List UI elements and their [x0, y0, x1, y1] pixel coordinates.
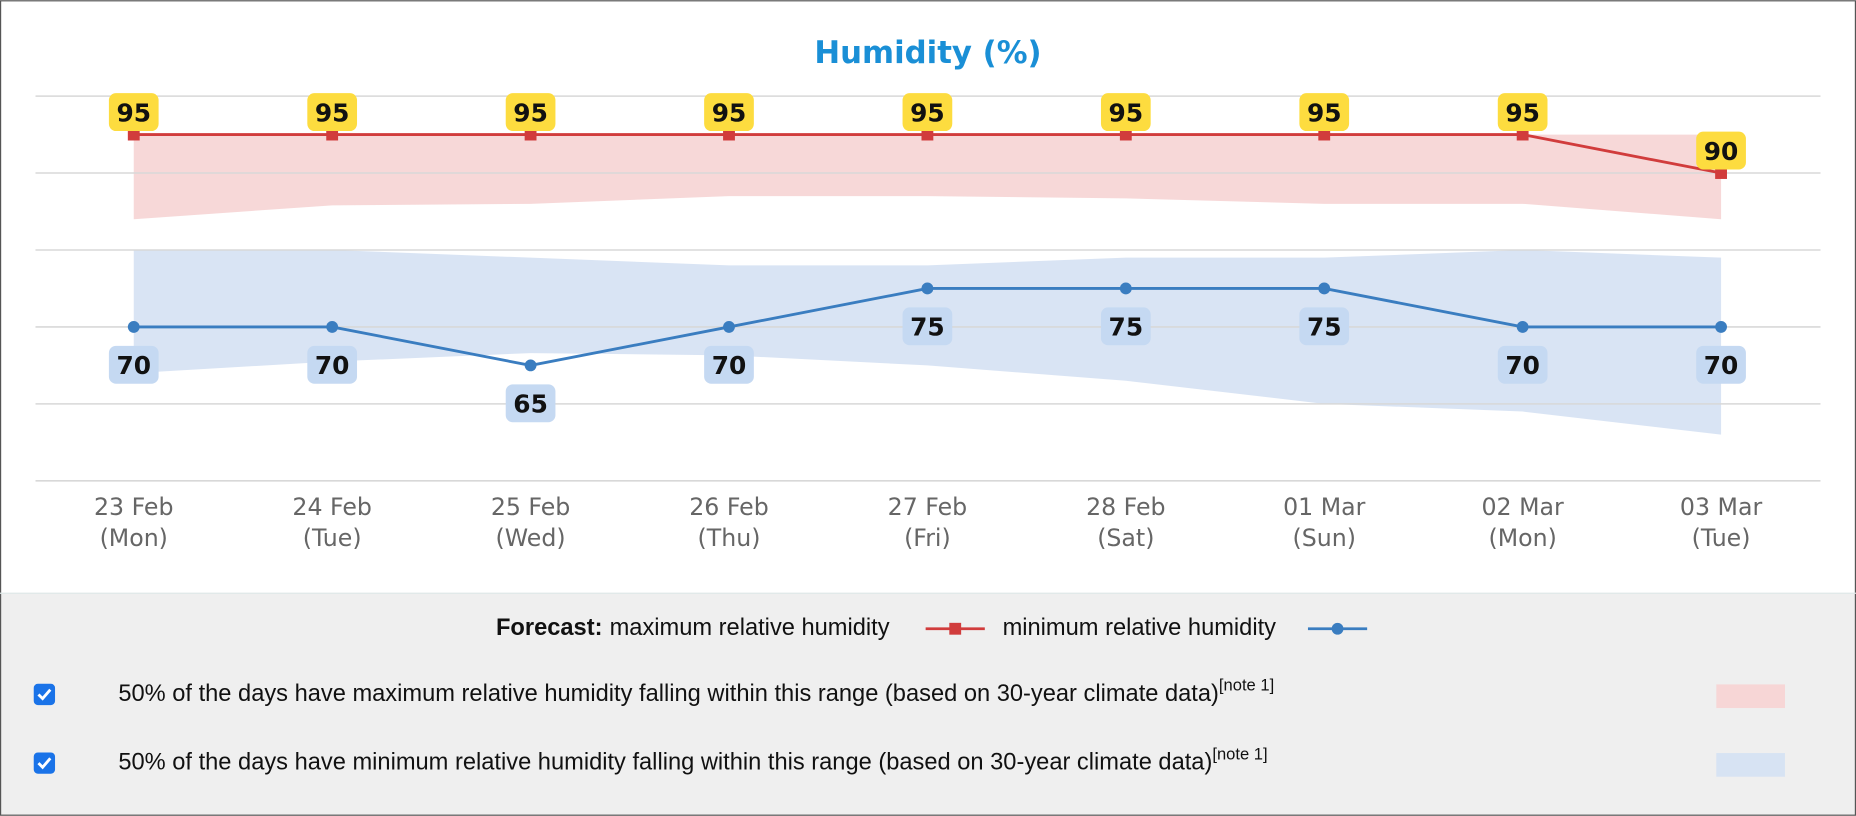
chart-title: Humidity (%) — [814, 35, 1041, 71]
marker — [1715, 321, 1727, 333]
value-label: 75 — [1109, 313, 1144, 342]
value-label-box — [1299, 93, 1350, 132]
value-label: 95 — [1307, 98, 1342, 127]
marker — [1318, 282, 1331, 295]
marker — [524, 359, 537, 372]
marker — [127, 128, 140, 141]
value-label-box — [1696, 131, 1746, 170]
value-label-box — [108, 93, 159, 132]
value-label-box — [1497, 93, 1548, 132]
value-label: 90 — [1704, 137, 1739, 166]
value-label: 70 — [1704, 351, 1739, 380]
value-label-box — [1696, 345, 1746, 384]
value-label-box — [307, 345, 358, 384]
value-label-box — [1100, 93, 1151, 132]
x-tick-label: 03 Mar (Tue) — [1680, 493, 1763, 552]
marker — [723, 128, 735, 141]
checkbox-check — [37, 757, 52, 770]
marker — [1516, 128, 1529, 141]
value-label: 75 — [1307, 313, 1342, 342]
band-legend-text: 50% of the days have maximum relative hu… — [118, 676, 1274, 707]
value-label-box — [505, 384, 556, 423]
value-label-box — [902, 307, 953, 346]
legend-marker — [949, 622, 962, 635]
legend-panel — [0, 593, 1856, 816]
marker — [326, 321, 339, 333]
marker — [1516, 321, 1529, 333]
marker — [524, 128, 537, 141]
value-label: 70 — [315, 351, 350, 380]
value-label-box — [704, 345, 754, 384]
x-tick-label: 27 Feb (Fri) — [888, 493, 968, 552]
marker — [326, 128, 339, 141]
legend-label: maximum relative humidity — [610, 615, 890, 641]
legend-title: Forecast: — [496, 615, 603, 641]
band-swatch — [1716, 753, 1785, 777]
value-label: 70 — [116, 351, 151, 380]
value-label-box — [307, 93, 358, 132]
value-label: 70 — [712, 351, 747, 380]
checkbox-check — [37, 688, 52, 701]
marker — [1119, 128, 1132, 141]
marker — [1715, 167, 1727, 179]
value-label: 95 — [712, 98, 747, 127]
band-swatch — [1716, 684, 1785, 709]
marker — [1119, 282, 1132, 295]
value-label: 95 — [910, 98, 945, 127]
value-label: 95 — [1109, 98, 1144, 127]
value-label-box — [108, 345, 159, 384]
checkbox[interactable] — [33, 683, 56, 706]
value-label-box — [704, 93, 754, 132]
value-label: 75 — [910, 313, 945, 342]
value-label: 70 — [1505, 351, 1540, 380]
band-label: 50% of the days have maximum relative hu… — [118, 681, 1219, 707]
marker — [921, 128, 934, 141]
value-label-box — [505, 93, 556, 132]
range-band — [133, 134, 1722, 220]
band-label: 50% of the days have minimum relative hu… — [118, 750, 1212, 776]
marker — [723, 321, 735, 333]
checkbox[interactable] — [33, 752, 56, 774]
x-tick-label: 23 Feb (Mon) — [94, 493, 174, 552]
value-label: 65 — [513, 390, 548, 419]
x-tick-label: 25 Feb (Wed) — [491, 493, 571, 552]
x-tick-label: 28 Feb (Sat) — [1086, 493, 1166, 552]
x-tick-label: 26 Feb (Thu) — [689, 493, 769, 552]
x-tick-label: 02 Mar (Mon) — [1482, 493, 1565, 552]
band-legend-text: 50% of the days have minimum relative hu… — [118, 745, 1267, 776]
legend-marker — [1331, 622, 1344, 635]
x-tick-label: 01 Mar (Sun) — [1283, 493, 1366, 552]
value-label: 95 — [1505, 98, 1540, 127]
value-label: 95 — [116, 98, 151, 127]
value-label: 95 — [315, 98, 350, 127]
value-label-box — [902, 93, 953, 132]
value-label-box — [1100, 307, 1151, 346]
marker — [127, 321, 140, 333]
marker — [1318, 128, 1331, 141]
value-label: 95 — [513, 98, 548, 127]
value-label-box — [1299, 307, 1350, 346]
value-label-box — [1497, 345, 1548, 384]
x-tick-label: 24 Feb (Tue) — [292, 493, 372, 552]
band-note: [note 1] — [1212, 745, 1267, 764]
band-note: [note 1] — [1219, 676, 1274, 695]
marker — [921, 282, 934, 295]
legend-label: minimum relative humidity — [1003, 615, 1277, 641]
